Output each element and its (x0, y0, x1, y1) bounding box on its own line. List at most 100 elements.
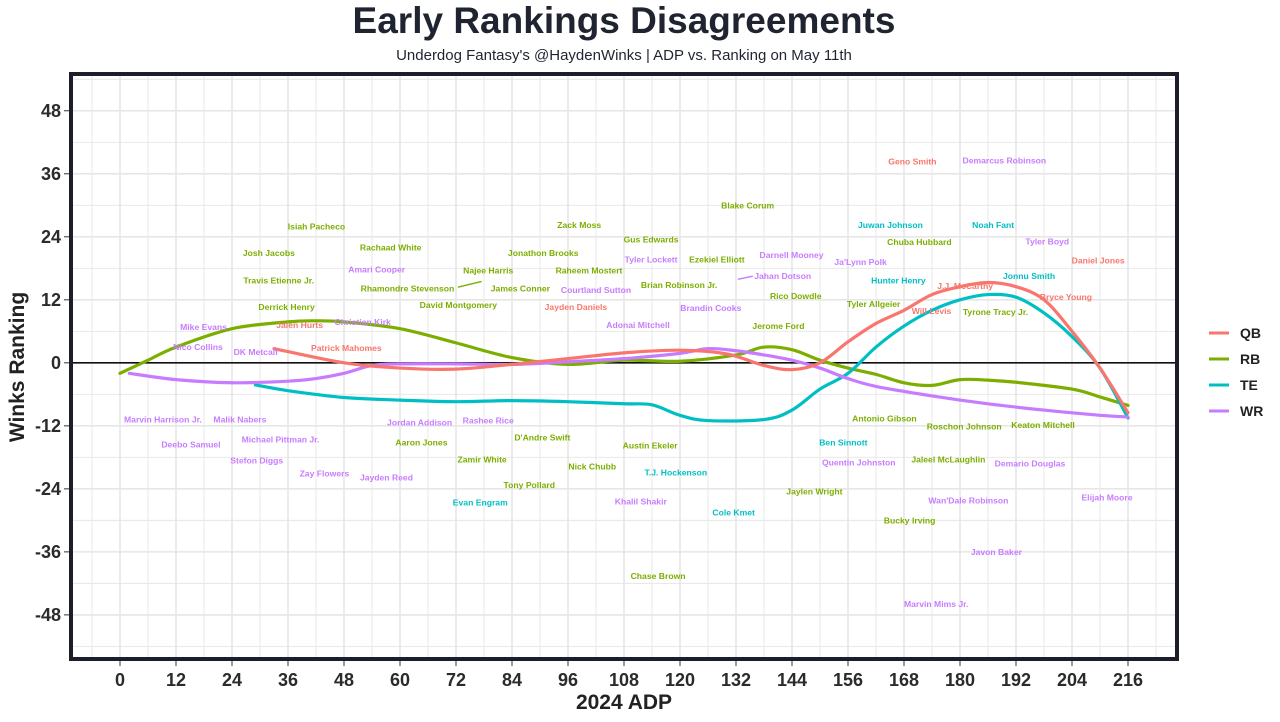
player-label: Marvin Mims Jr. (904, 599, 968, 609)
player-label: Jayden Reed (360, 472, 413, 482)
y-tick-label: -12 (35, 416, 61, 436)
player-label: Rachaad White (360, 242, 422, 252)
player-label: Adonai Mitchell (606, 320, 670, 330)
player-label: Tyler Boyd (1025, 237, 1069, 247)
player-label: Gus Edwards (624, 234, 679, 244)
player-label: Jonnu Smith (1003, 271, 1055, 281)
legend-label: TE (1240, 377, 1258, 393)
grid-lines (71, 74, 1177, 659)
player-label: Hunter Henry (871, 275, 926, 285)
player-label: Deebo Samuel (161, 440, 220, 450)
x-tick-label: 96 (558, 670, 578, 690)
player-label: Blake Corum (721, 200, 774, 210)
player-label: Roschon Johnson (927, 421, 1002, 431)
player-label: Cole Kmet (712, 507, 755, 517)
player-label: Brian Robinson Jr. (641, 280, 717, 290)
x-tick-label: 120 (665, 670, 695, 690)
player-label: Geno Smith (888, 157, 936, 167)
player-label: Noah Fant (972, 220, 1014, 230)
player-label: Daniel Jones (1072, 255, 1125, 265)
player-label: Rico Dowdle (770, 291, 822, 301)
x-tick-label: 180 (945, 670, 975, 690)
player-label: Juwan Johnson (858, 220, 923, 230)
x-tick-label: 12 (166, 670, 186, 690)
player-label: Demario Douglas (995, 459, 1066, 469)
player-label: Quentin Johnston (822, 458, 896, 468)
x-tick-label: 0 (115, 670, 125, 690)
player-label: Aaron Jones (395, 438, 447, 448)
player-label: Jerome Ford (752, 321, 804, 331)
legend-label: RB (1240, 351, 1260, 367)
player-label: Javon Baker (971, 547, 1023, 557)
player-label: Evan Engram (453, 498, 508, 508)
player-label: Isiah Pacheco (288, 221, 345, 231)
y-tick-label: 48 (41, 101, 61, 121)
player-label: Stefon Diggs (230, 455, 283, 465)
player-label: Ben Sinnott (819, 438, 867, 448)
player-label: Brandin Cooks (680, 303, 741, 313)
player-label: Zamir White (458, 454, 507, 464)
player-label: Austin Ekeler (623, 440, 679, 450)
player-label: Jalen Hurts (276, 320, 323, 330)
player-label: Zay Flowers (300, 469, 350, 479)
y-tick-label: 0 (51, 353, 61, 373)
x-tick-label: 156 (833, 670, 863, 690)
smooth-line-te (253, 292, 1130, 423)
x-tick-label: 72 (446, 670, 466, 690)
y-tick-label: -24 (35, 479, 61, 499)
smooth-lines (118, 280, 1130, 423)
x-tick-label: 60 (390, 670, 410, 690)
x-axis-label: 2024 ADP (576, 691, 672, 714)
player-label: Nico Collins (173, 342, 223, 352)
y-tick-label: -48 (35, 605, 61, 625)
player-label: Will Levis (912, 306, 952, 316)
player-label: Jayden Daniels (545, 302, 608, 312)
player-label: Zack Moss (557, 220, 601, 230)
player-label: Bryce Young (1040, 292, 1092, 302)
leader-line (737, 275, 753, 281)
leader-line (457, 280, 482, 288)
player-label: Malik Nabers (213, 415, 266, 425)
player-label: Travis Etienne Jr. (243, 275, 314, 285)
x-tick-label: 216 (1113, 670, 1143, 690)
smooth-line-wr (127, 346, 1130, 419)
player-label: Najee Harris (463, 265, 513, 275)
player-label: Ja'Lynn Polk (834, 257, 887, 267)
x-tick-label: 132 (721, 670, 751, 690)
player-label: Jaleel McLaughlin (911, 454, 985, 464)
panel-border (69, 72, 1179, 661)
x-tick-label: 144 (777, 670, 807, 690)
x-tick-label: 168 (889, 670, 919, 690)
x-tick-label: 204 (1057, 670, 1087, 690)
player-label: DK Metcalf (234, 347, 279, 357)
player-label: James Conner (491, 283, 551, 293)
player-label: Michael Pittman Jr. (242, 434, 320, 444)
player-label: Tyler Allgeier (847, 299, 901, 309)
x-tick-label: 192 (1001, 670, 1031, 690)
smooth-line-qb (272, 280, 1130, 415)
chart-title: Early Rankings Disagreements (352, 0, 896, 41)
player-label: Amari Cooper (348, 264, 405, 274)
player-label: T.J. Hockenson (645, 468, 708, 478)
player-label: Ezekiel Elliott (689, 254, 745, 264)
legend-label: QB (1240, 325, 1261, 341)
player-label: Antonio Gibson (852, 413, 916, 423)
player-label: Darnell Mooney (760, 250, 824, 260)
player-labels: Geno Smith J.J. McCarthy Daniel Jones Bryce… (124, 156, 1133, 609)
player-label: Christian Kirk (334, 317, 391, 327)
y-tick-label: -36 (35, 542, 61, 562)
legend: QB RB TE WR (1209, 325, 1263, 419)
player-label: Elijah Moore (1081, 492, 1132, 502)
x-tick-label: 48 (334, 670, 354, 690)
legend-label: WR (1240, 403, 1263, 419)
player-label: Demarcus Robinson (963, 156, 1047, 166)
player-label: Khalil Shakir (615, 496, 668, 506)
player-label: Chuba Hubbard (887, 237, 951, 247)
player-label: Mike Evans (180, 322, 227, 332)
player-label: Jahan Dotson (754, 271, 811, 281)
player-label: Courtland Sutton (561, 285, 631, 295)
y-tick-label: 12 (41, 290, 61, 310)
y-axis-label: Winks Ranking (6, 292, 29, 442)
x-tick-label: 24 (222, 670, 242, 690)
player-label: Nick Chubb (568, 461, 616, 471)
